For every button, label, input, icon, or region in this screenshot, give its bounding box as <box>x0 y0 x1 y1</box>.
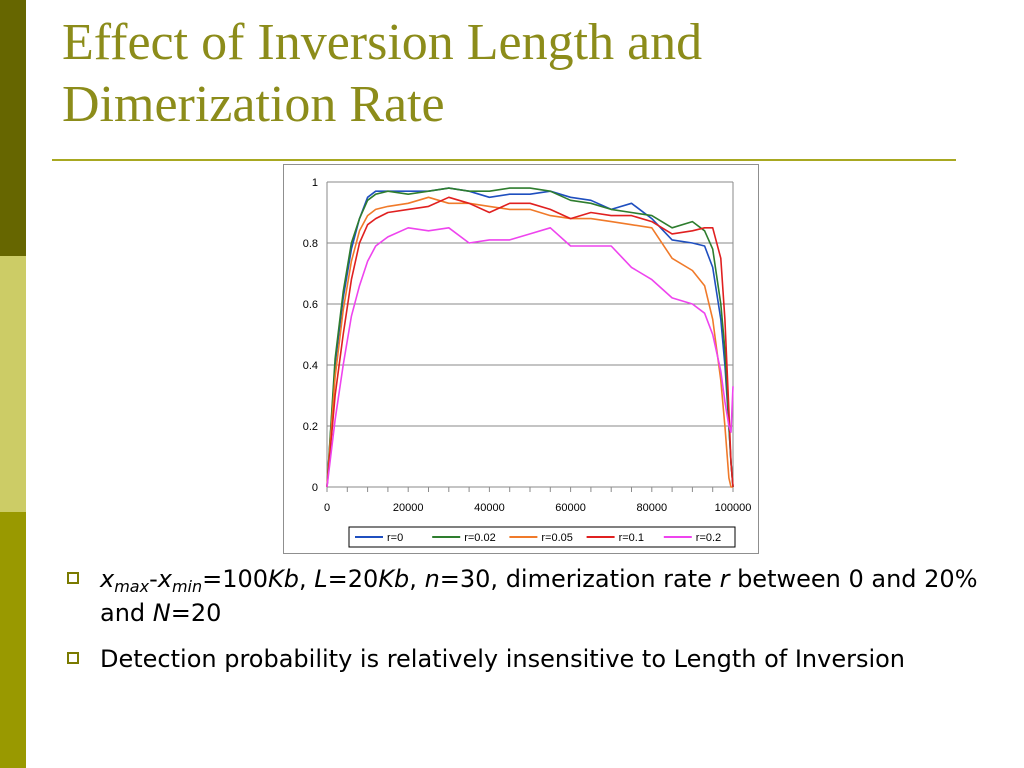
y-tick-label: 1 <box>312 177 318 189</box>
var-L: L <box>314 565 328 593</box>
unit-kb-1: Kb <box>268 565 300 593</box>
y-tick-label: 0.6 <box>303 299 318 311</box>
y-tick-label: 0.2 <box>303 421 318 433</box>
comma-2: , <box>409 565 425 593</box>
series-line-r-0-05 <box>326 196 733 488</box>
y-tick-label: 0.8 <box>303 238 318 250</box>
sidebar-segment-bottom <box>0 512 26 768</box>
slide-title-line-2: Dimerization Rate <box>62 76 445 133</box>
legend-label: r=0.02 <box>464 532 496 544</box>
series-line-r-0 <box>326 187 734 488</box>
x-tick-label: 80000 <box>637 502 668 514</box>
bullet-list: xmax-xmin=100Kb, L=20Kb, n=30, dimerizat… <box>64 562 1014 688</box>
legend-label: r=0 <box>387 532 403 544</box>
slide-title: Effect of Inversion Length and Dimerizat… <box>62 12 962 136</box>
title-divider <box>52 159 956 161</box>
line-chart: 0 0.2 0.4 0.6 0.8 1 0 20000 40000 60000 80000 10000… <box>303 177 752 548</box>
legend-label: r=0.2 <box>696 532 721 544</box>
eq-30-text: =30, dimerization rate <box>439 565 720 593</box>
x-tick-label: 20000 <box>393 502 424 514</box>
eq-20-end: =20 <box>170 599 222 627</box>
legend-label: r=0.1 <box>619 532 644 544</box>
unit-kb-2: Kb <box>378 565 410 593</box>
var-r: r <box>719 565 730 593</box>
var-x2: x <box>157 565 172 593</box>
x-tick-label: 100000 <box>715 502 752 514</box>
y-tick-label: 0.4 <box>303 360 318 372</box>
eq-100: =100 <box>202 565 269 593</box>
x-tick-label: 60000 <box>555 502 586 514</box>
series-line-r-0-1 <box>326 196 734 488</box>
sidebar-segment-top <box>0 0 26 256</box>
bullet-text-detection: Detection probability is relatively inse… <box>100 645 906 673</box>
x-tick-label: 40000 <box>474 502 505 514</box>
legend-label: r=0.05 <box>541 532 573 544</box>
eq-20: =20 <box>327 565 379 593</box>
series-line-r-0-02 <box>326 187 734 488</box>
sub-min: min <box>171 577 203 596</box>
sub-max: max <box>114 577 150 596</box>
between-text: between 0 and 20% and <box>100 565 978 627</box>
comma-1: , <box>299 565 315 593</box>
x-tick-label: 0 <box>324 502 330 514</box>
y-tick-label: 0 <box>312 482 318 494</box>
var-n: n <box>424 565 440 593</box>
legend-box <box>348 526 736 548</box>
chart-container: 0 0.2 0.4 0.6 0.8 1 0 20000 40000 60000 80000 10000… <box>283 164 759 554</box>
sidebar-decoration <box>0 0 26 768</box>
square-bullet-icon <box>67 652 79 664</box>
series-line-r-0-2 <box>326 226 734 488</box>
square-bullet-icon <box>67 572 79 584</box>
bullet-item-detection: Detection probability is relatively inse… <box>64 642 1014 676</box>
var-x: x <box>100 565 115 593</box>
var-N: N <box>152 599 171 627</box>
bullet-item-parameters: xmax-xmin=100Kb, L=20Kb, n=30, dimerizat… <box>64 562 1014 630</box>
dash: - <box>149 565 158 593</box>
slide-title-line-1: Effect of Inversion Length and <box>62 14 703 71</box>
sidebar-segment-middle <box>0 256 26 512</box>
